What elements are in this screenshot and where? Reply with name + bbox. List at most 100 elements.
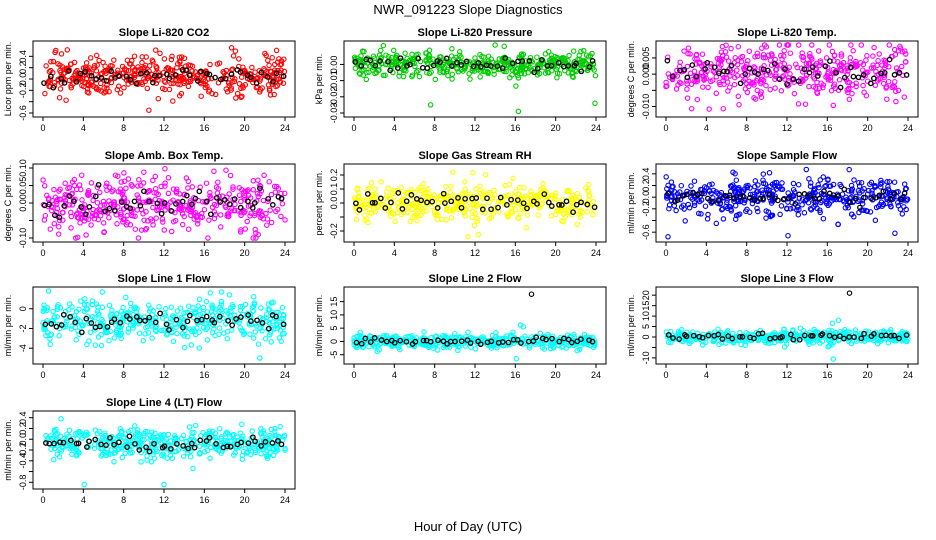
data-point [54,451,61,458]
reference-point [530,338,537,344]
data-point [468,334,474,341]
reference-point [52,212,58,219]
reference-point [837,333,843,340]
reference-point [146,198,152,205]
data-point [160,219,166,225]
reference-point [237,204,244,211]
y-axis-label: ml/min per min. [626,172,636,234]
figure-title: NWR_091223 Slope Diagnostics [373,2,563,17]
outlier-point [528,291,535,297]
data-point [273,208,279,215]
data-point [265,301,272,307]
data-point [900,72,906,79]
data-point [209,302,215,308]
reference-point [463,58,470,65]
data-point [99,316,105,323]
data-point [674,191,681,197]
data-point [515,215,521,221]
data-point [409,51,415,58]
data-point [540,196,546,203]
data-point [576,194,583,200]
data-point [758,94,765,100]
data-point [273,76,280,82]
data-point [686,205,693,211]
data-point [812,199,819,205]
reference-point [107,434,113,441]
data-point [901,94,908,100]
reference-point [765,67,771,74]
data-point [254,439,261,445]
data-point [681,48,687,54]
reference-point [479,206,486,213]
data-point [372,208,379,215]
x-tick-label: 0 [663,248,668,258]
reference-point [86,438,92,445]
data-point [739,53,746,60]
reference-point [141,188,147,195]
y-axis-label: ml/min per min. [314,295,324,357]
data-point [122,450,128,457]
reference-point [573,60,579,67]
data-point [261,172,267,179]
reference-point [473,195,480,201]
x-tick-label: 20 [551,248,561,258]
x-tick-label: 16 [199,370,209,380]
data-point [826,183,832,189]
data-point [667,74,673,81]
reference-point [116,73,122,79]
data-point [114,317,120,323]
reference-point [106,205,113,212]
data-point [354,185,361,191]
data-point [360,72,367,78]
data-point [858,42,865,48]
reference-point [126,433,133,440]
data-point [733,177,740,183]
reference-point [742,71,749,77]
outlier-point [846,290,853,296]
data-point [742,86,749,92]
data-point [101,229,108,235]
data-point [192,422,199,429]
reference-point [578,68,585,75]
data-point [767,213,774,220]
data-point [139,59,145,66]
reference-point [822,63,829,70]
data-point [97,189,103,196]
data-point [820,215,827,222]
data-point [162,165,168,172]
reference-point [497,194,504,201]
data-point [885,186,892,193]
data-point [426,194,432,200]
data-point [156,438,162,444]
reference-point [254,317,260,324]
data-point [799,50,805,56]
data-point [681,206,687,212]
data-point [371,205,377,212]
data-point [893,65,900,71]
data-point [212,332,218,339]
data-point [162,180,168,186]
data-point [113,327,120,334]
reference-point [92,193,99,200]
outlier-point [465,233,471,240]
reference-point [273,313,279,320]
data-point [727,84,733,90]
data-point [459,190,466,196]
data-point [485,53,492,59]
data-point [231,78,238,85]
data-point [181,55,188,62]
reference-point [88,72,95,79]
data-point [768,198,774,204]
data-point [41,183,48,189]
reference-point [194,78,201,84]
data-point [794,64,800,71]
data-point [826,42,833,48]
data-point [74,76,81,82]
data-point [883,200,889,207]
data-point [179,331,186,337]
reference-point [53,323,60,330]
data-point [724,328,731,334]
data-point [234,90,241,97]
data-point [514,65,521,72]
